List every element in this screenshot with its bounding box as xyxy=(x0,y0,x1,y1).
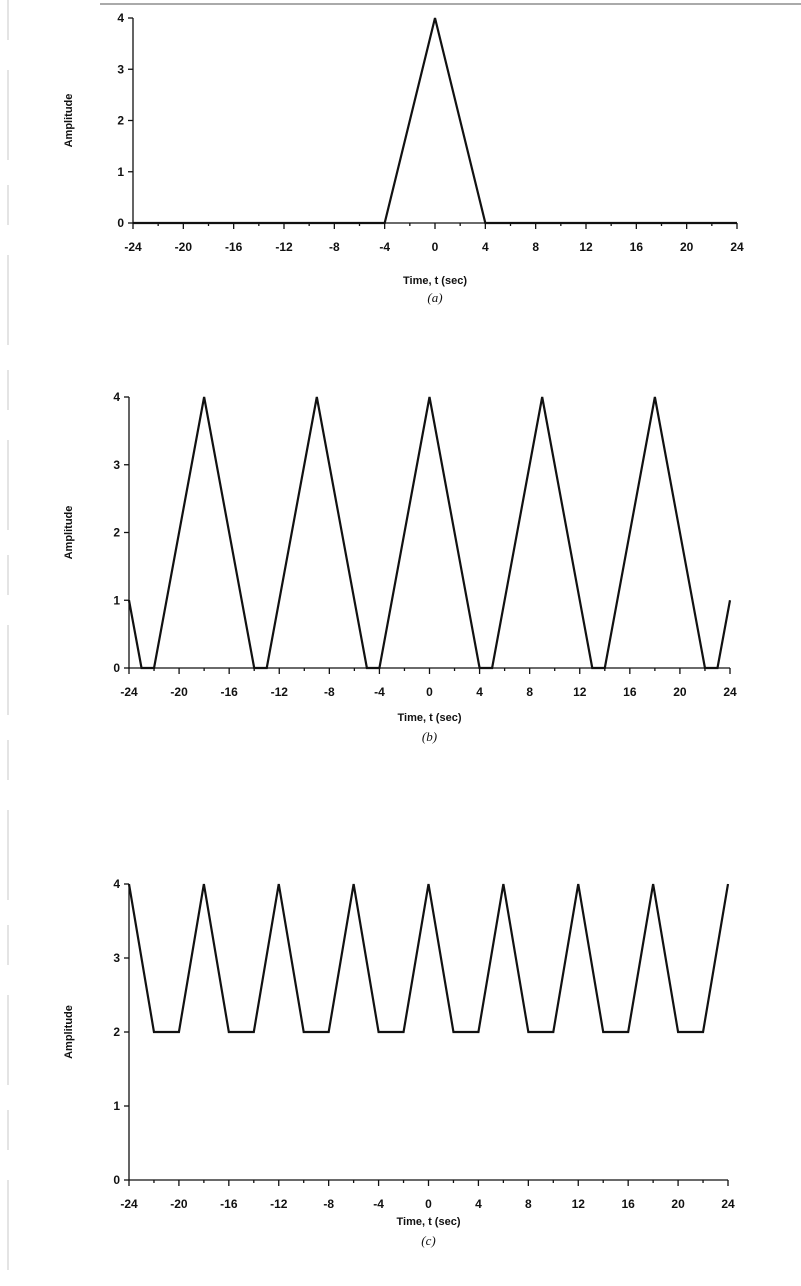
chart-a-x-tick-label-6: 0 xyxy=(432,240,439,254)
chart-b-y-tick-label-2: 2 xyxy=(113,526,120,540)
chart-c-x-tick-label-12: 24 xyxy=(721,1197,735,1211)
chart-a-x-tick-label-1: -20 xyxy=(175,240,193,254)
chart-c-x-tick-label-7: 4 xyxy=(475,1197,482,1211)
chart-c-x-tick-label-3: -12 xyxy=(270,1197,288,1211)
chart-c-x-tick-label-5: -4 xyxy=(373,1197,384,1211)
chart-b-x-tick-label-0: -24 xyxy=(120,685,138,699)
chart-a-y-tick-label-2: 2 xyxy=(117,114,124,128)
chart-b-x-tick-label-2: -16 xyxy=(220,685,238,699)
chart-a-x-tick-label-12: 24 xyxy=(730,240,744,254)
chart-c-y-axis-title: Amplitude xyxy=(63,1005,75,1059)
chart-b-x-tick-label-12: 24 xyxy=(723,685,737,699)
chart-a-x-tick-label-7: 4 xyxy=(482,240,489,254)
chart-b-series-line xyxy=(127,396,732,670)
chart-b-y-tick-label-0: 0 xyxy=(113,661,120,675)
chart-c-x-tick-label-6: 0 xyxy=(425,1197,432,1211)
chart-c-x-tick-label-10: 16 xyxy=(621,1197,635,1211)
chart-b-x-axis-title: Time, t (sec) xyxy=(398,712,462,724)
chart-b-x-tick-label-10: 16 xyxy=(623,685,637,699)
chart-c-y-tick-label-3: 3 xyxy=(113,951,120,965)
chart-b-x-tick-label-9: 12 xyxy=(573,685,587,699)
chart-b-x-tick-label-8: 8 xyxy=(526,685,533,699)
chart-a-x-tick-label-2: -16 xyxy=(225,240,243,254)
chart-c-caption: (c) xyxy=(421,1233,435,1248)
chart-c-x-tick-label-11: 20 xyxy=(671,1197,685,1211)
chart-a-x-tick-label-3: -12 xyxy=(275,240,293,254)
chart-a-y-tick-label-1: 1 xyxy=(117,165,124,179)
chart-a-y-tick-label-0: 0 xyxy=(117,216,124,230)
chart-a-y-tick-label-3: 3 xyxy=(117,62,124,76)
chart-b-x-tick-label-1: -20 xyxy=(170,685,188,699)
chart-c-y-tick-label-4: 4 xyxy=(113,877,120,891)
chart-a-x-tick-label-11: 20 xyxy=(680,240,694,254)
chart-a-caption: (a) xyxy=(427,290,442,305)
chart-a-x-tick-label-5: -4 xyxy=(379,240,390,254)
chart-c-x-axis-title: Time, t (sec) xyxy=(397,1216,461,1228)
chart-b-y-tick-label-1: 1 xyxy=(113,593,120,607)
chart-a-x-tick-label-9: 12 xyxy=(579,240,593,254)
chart-b-x-tick-label-3: -12 xyxy=(271,685,289,699)
chart-b-x-tick-label-7: 4 xyxy=(476,685,483,699)
chart-b-x-tick-label-5: -4 xyxy=(374,685,385,699)
chart-b-y-tick-label-4: 4 xyxy=(113,390,120,404)
chart-c-x-tick-label-2: -16 xyxy=(220,1197,238,1211)
chart-b-x-tick-label-11: 20 xyxy=(673,685,687,699)
chart-c-x-tick-label-4: -8 xyxy=(323,1197,334,1211)
chart-a-x-tick-label-10: 16 xyxy=(630,240,644,254)
chart-b-y-axis-title: Amplitude xyxy=(63,506,75,560)
chart-a-y-axis-title: Amplitude xyxy=(63,94,75,148)
chart-b-x-tick-label-4: -8 xyxy=(324,685,335,699)
chart-b-x-tick-label-6: 0 xyxy=(426,685,433,699)
chart-c-x-tick-label-9: 12 xyxy=(572,1197,586,1211)
chart-a-x-tick-label-0: -24 xyxy=(124,240,142,254)
chart-c-y-tick-label-0: 0 xyxy=(113,1173,120,1187)
chart-a-x-axis-title: Time, t (sec) xyxy=(403,275,467,287)
chart-a-series-line xyxy=(133,17,737,225)
chart-b-y-tick-label-3: 3 xyxy=(113,458,120,472)
chart-a-x-tick-label-8: 8 xyxy=(532,240,539,254)
chart-a-x-tick-label-4: -8 xyxy=(329,240,340,254)
chart-c-y-tick-label-2: 2 xyxy=(113,1025,120,1039)
chart-c-x-tick-label-1: -20 xyxy=(170,1197,188,1211)
chart-a-y-tick-label-4: 4 xyxy=(117,11,124,25)
chart-c-x-tick-label-8: 8 xyxy=(525,1197,532,1211)
chart-c-x-tick-label-0: -24 xyxy=(120,1197,138,1211)
chart-b-caption: (b) xyxy=(422,729,437,744)
chart-c-series-line xyxy=(127,883,730,1034)
chart-c-y-tick-label-1: 1 xyxy=(113,1099,120,1113)
